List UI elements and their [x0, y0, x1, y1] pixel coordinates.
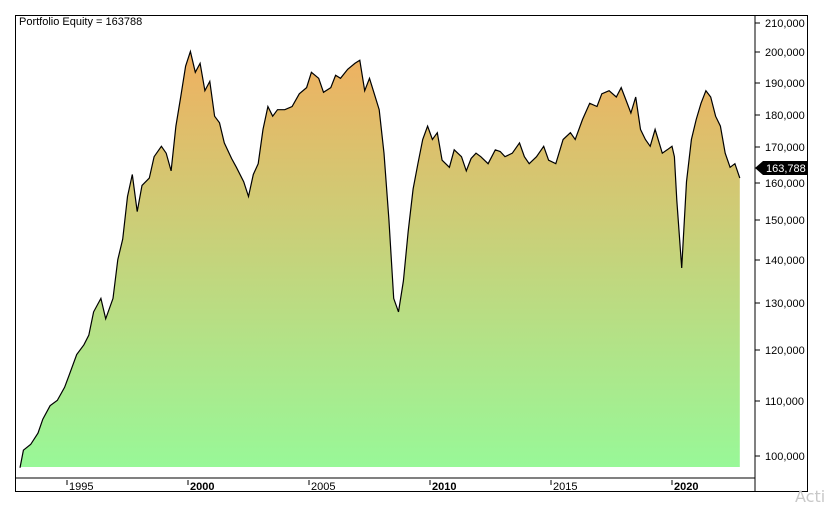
y-tick-label: 110,000: [765, 396, 804, 408]
y-tick-label: 160,000: [765, 178, 805, 190]
y-tick-label: 120,000: [765, 345, 805, 357]
y-tick-label: 170,000: [765, 142, 805, 154]
x-axis: 1995 2000 2005 2010 2015 2020: [66, 480, 698, 493]
last-value-label: 163,788: [766, 163, 806, 175]
y-tick-label: 100,000: [765, 451, 805, 463]
x-tick-label: 1995: [69, 481, 93, 493]
y-axis: 210,000 200,000 190,000 180,000 170,000 160,0…: [755, 18, 805, 463]
equity-area-fill: [20, 51, 740, 468]
x-tick-label: 2005: [311, 481, 335, 493]
watermark-text: Acti: [795, 487, 826, 506]
y-tick-label: 190,000: [765, 78, 805, 90]
chart-frame: [15, 15, 808, 492]
y-tick-label: 150,000: [765, 215, 805, 227]
last-value-marker: 163,788: [755, 161, 808, 175]
x-tick-label: 2015: [553, 481, 577, 493]
plot-area: [19, 49, 741, 468]
y-tick-label: 210,000: [765, 18, 805, 30]
y-tick-label: 130,000: [765, 298, 805, 310]
x-tick-label: 2020: [674, 481, 698, 493]
equity-line: [19, 49, 741, 468]
y-tick-label: 180,000: [765, 110, 805, 122]
y-tick-label: 200,000: [765, 47, 805, 59]
chart-title: Portfolio Equity = 163788: [19, 16, 143, 28]
y-tick-label: 140,000: [765, 255, 805, 267]
x-tick-label: 2010: [432, 481, 456, 493]
x-tick-label: 2000: [190, 481, 214, 493]
